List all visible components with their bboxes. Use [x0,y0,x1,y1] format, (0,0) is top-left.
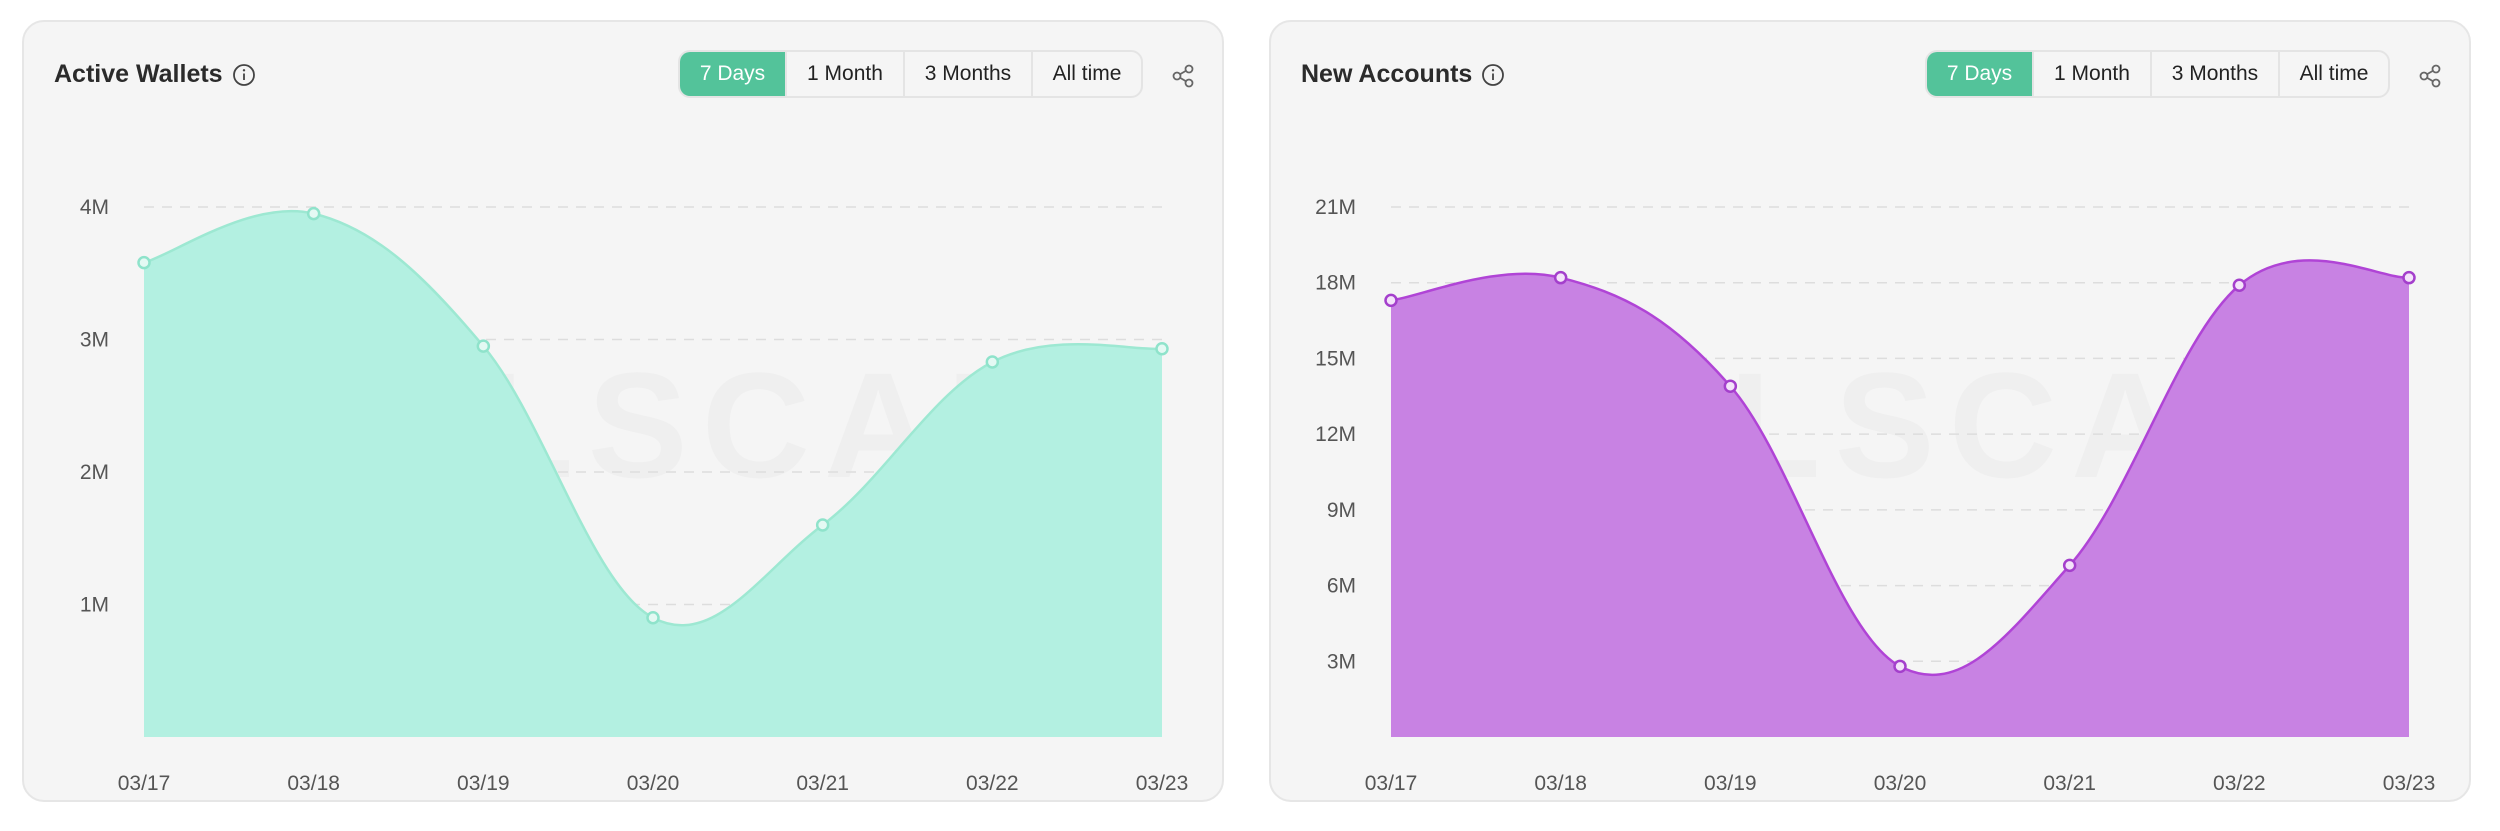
tab-7-days[interactable]: 7 Days [1927,52,2032,96]
tab-3-months[interactable]: 3 Months [2150,52,2278,96]
info-icon[interactable] [232,63,256,87]
share-icon[interactable] [1169,62,1197,90]
data-point [2232,278,2247,292]
x-tick-label: 03/23 [2383,772,2436,795]
y-tick-label: 3M [1327,650,1356,673]
data-point [1384,293,1398,308]
data-point [1893,659,1907,674]
y-tick-label: 9M [1327,499,1356,522]
chart-title-text: New Accounts [1301,60,1473,88]
chart-title: Active Wallets [54,60,256,89]
y-tick-label: 1M [80,594,109,617]
y-tick-label: 2M [80,461,109,484]
share-icon[interactable] [2416,62,2444,90]
series-area [144,211,1162,738]
tab-1-month[interactable]: 1 Month [2032,52,2150,96]
y-tick-label: 18M [1315,272,1356,295]
new-accounts-card: SOLSCAN 3M 6M 9M 12M 15M 18M 21M 03/17 03/18 03/19… [1269,20,2471,802]
data-point [306,206,321,221]
data-point [646,611,660,625]
x-tick-label: 03/22 [2213,772,2266,795]
tab-1-month[interactable]: 1 Month [785,52,903,96]
y-tick-label: 12M [1315,423,1356,446]
x-tick-label: 03/23 [1136,772,1189,795]
x-tick-label: 03/19 [457,772,510,795]
x-tick-label: 03/18 [287,772,340,795]
data-point [1723,379,1738,393]
x-tick-label: 03/18 [1534,772,1587,795]
x-tick-label: 03/22 [966,772,1019,795]
data-point [815,518,830,532]
time-range-tabs: 7 Days 1 Month 3 Months All time [678,50,1143,98]
tab-7-days[interactable]: 7 Days [680,52,785,96]
x-tick-label: 03/17 [118,772,171,795]
tab-3-months[interactable]: 3 Months [903,52,1031,96]
y-tick-label: 6M [1327,575,1356,598]
data-point [137,255,151,270]
chart-title-text: Active Wallets [54,60,223,88]
data-point [2062,558,2077,573]
y-tick-label: 3M [80,329,109,352]
y-tick-label: 15M [1315,347,1356,370]
tab-all-time[interactable]: All time [2278,52,2388,96]
series-area [1391,260,2409,737]
time-range-tabs: 7 Days 1 Month 3 Months All time [1925,50,2390,98]
x-tick-label: 03/19 [1704,772,1757,795]
y-tick-label: 21M [1315,196,1356,219]
tab-all-time[interactable]: All time [1031,52,1141,96]
x-tick-label: 03/20 [627,772,680,795]
data-point [476,339,491,353]
x-tick-label: 03/17 [1365,772,1418,795]
data-point [1155,342,1169,356]
data-point [1553,270,1568,285]
active-wallets-card: SOLSCAN 1M 2M 3M 4M 03/17 03/18 03/19 03/20 03/21… [22,20,1224,802]
data-point [985,355,1000,369]
info-icon[interactable] [1481,63,1505,87]
x-tick-label: 03/20 [1874,772,1927,795]
data-point [2402,270,2416,285]
x-tick-label: 03/21 [2043,772,2096,795]
y-tick-label: 4M [80,196,109,219]
x-tick-label: 03/21 [796,772,849,795]
chart-title: New Accounts [1301,60,1505,89]
